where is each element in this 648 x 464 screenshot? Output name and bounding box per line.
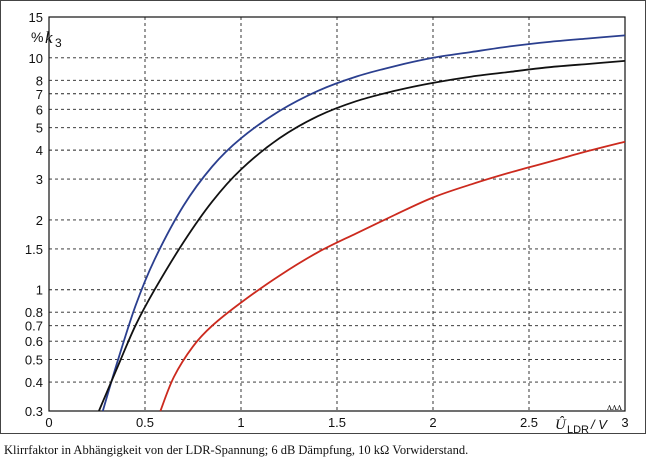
y-tick-label: 6 — [36, 102, 43, 117]
y-tick-label: 1.5 — [25, 242, 43, 257]
series-line — [159, 140, 626, 412]
x-tick-label: 2 — [429, 415, 436, 430]
y-tick-label: 8 — [36, 73, 43, 88]
chart-plot: 0.3 0.4 0.5 0.60.70.8 1 1.5 2 3 4 5 678 10 15 0 0.5 1 1.… — [25, 10, 629, 435]
chart-frame: 0.3 0.4 0.5 0.6 0.7 0.8 1 1.5 2 3 4 5 6 7 8 10 15 0 0.5 1 1.… — [0, 0, 646, 435]
corner-mark: ᴧᴧᴧ — [607, 402, 622, 413]
y-tick-label: 0.7 — [25, 319, 43, 334]
y-tick-label: 3 — [36, 172, 43, 187]
y-tick-label: 7 — [36, 87, 43, 102]
x-axis-subscript: LDR — [567, 424, 589, 435]
x-tick-label: 2.5 — [520, 415, 538, 430]
y-tick-label: 0.5 — [25, 353, 43, 368]
y-tick-label: 4 — [36, 143, 43, 158]
y-axis-subscript: 3 — [55, 36, 62, 50]
y-tick-label: 0.6 — [25, 334, 43, 349]
x-axis-symbol: Û — [555, 416, 567, 433]
x-tick-label: 0.5 — [136, 415, 154, 430]
x-tick-label: 1 — [237, 415, 244, 430]
series-line — [101, 34, 626, 412]
y-axis-unit: % — [31, 29, 43, 45]
y-axis-symbol: k — [45, 28, 53, 47]
x-tick-label: 1.5 — [328, 415, 346, 430]
y-tick-label: 1 — [36, 283, 43, 298]
y-tick-label: 0.8 — [25, 305, 43, 320]
y-tick-label: 5 — [36, 121, 43, 136]
y-tick-label: 0.3 — [25, 404, 43, 419]
x-axis-unit: / V — [590, 417, 608, 432]
y-tick-label: 0.4 — [25, 375, 43, 390]
series-line — [98, 60, 626, 412]
y-tick-label: 2 — [36, 213, 43, 228]
figure-caption: Klirrfaktor in Abhängigkeit von der LDR-… — [4, 443, 469, 457]
y-tick-label: 10 — [29, 51, 43, 66]
x-tick-label: 0 — [45, 415, 52, 430]
plot-area-border — [48, 16, 626, 412]
y-tick-label: 15 — [29, 10, 43, 25]
x-tick-label: 3 — [621, 415, 628, 430]
